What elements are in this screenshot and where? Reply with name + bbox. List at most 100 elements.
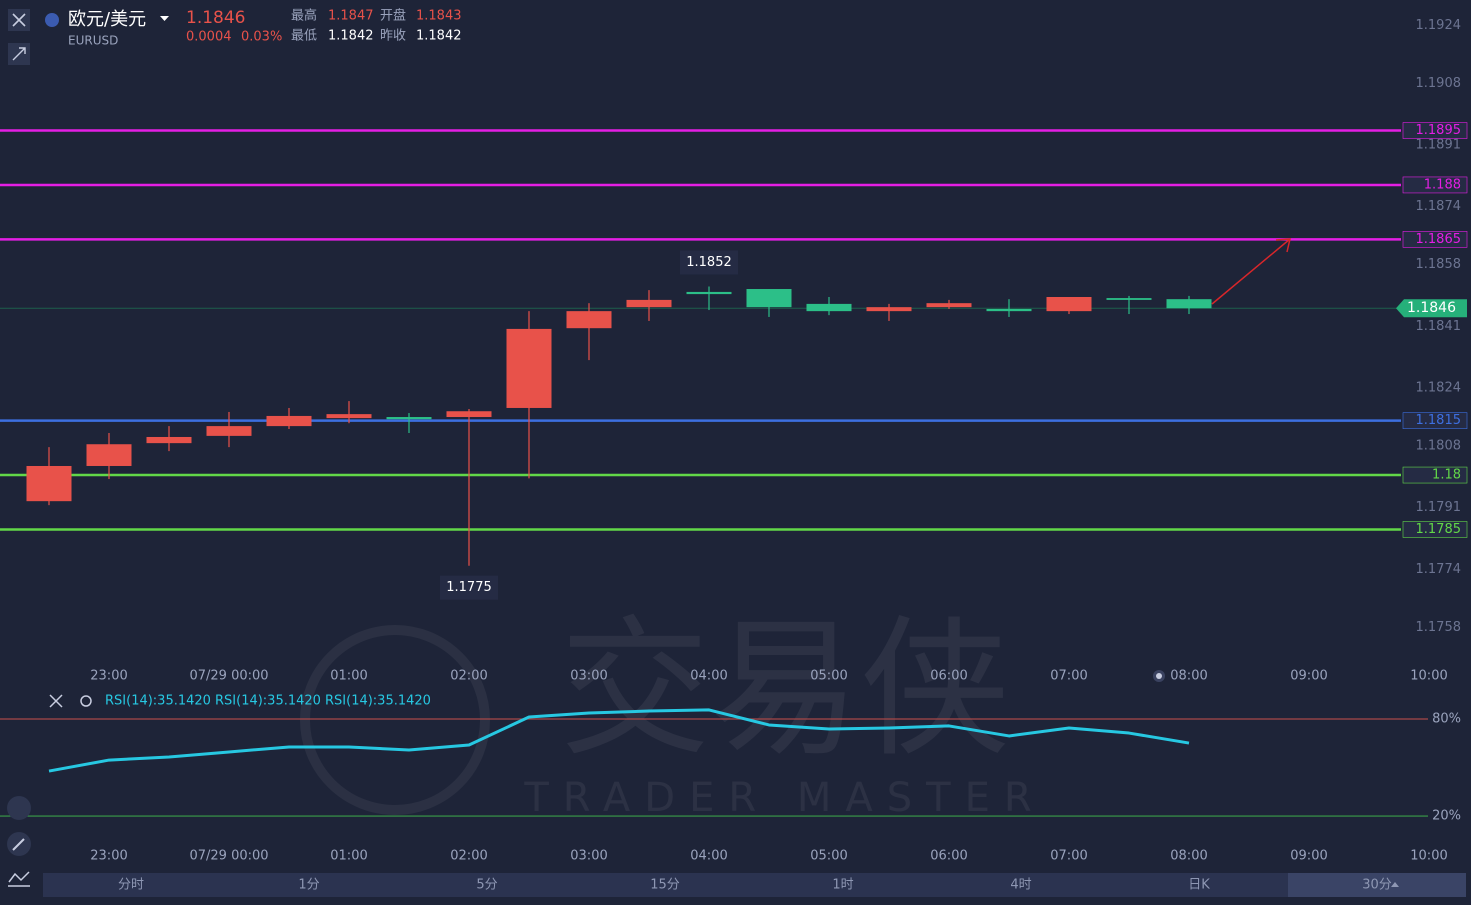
period-tab[interactable]: 1分 (298, 878, 319, 893)
low-label: 1.1775 (446, 580, 492, 595)
y-tick-label: 20% (1432, 809, 1461, 824)
candle-body (146, 436, 192, 444)
candle-body (1166, 299, 1212, 309)
x-tick-label: 07:00 (1050, 669, 1087, 684)
y-tick-label: 1.1874 (1416, 199, 1462, 214)
high-label-box (680, 250, 738, 275)
x-tick-label: 01:00 (330, 669, 367, 684)
stat-label: 昨收 (380, 29, 406, 44)
y-tick-label: 1.1758 (1416, 620, 1462, 635)
x-tick-label: 07/29 00:00 (189, 849, 268, 864)
time-marker-dot (1156, 673, 1162, 679)
stat-value: 1.1842 (416, 29, 462, 44)
x-tick-label: 03:00 (570, 669, 607, 684)
last-price-tag (1396, 299, 1467, 318)
y-tick-label: 1.1924 (1416, 18, 1462, 33)
trend-arrow (1211, 238, 1291, 305)
active-tab[interactable] (1288, 873, 1466, 897)
level-label: 1.1815 (1416, 413, 1462, 428)
tab-caret (1391, 882, 1399, 887)
level-label-box (1402, 466, 1468, 484)
candle-body (206, 426, 252, 436)
x-tick-label: 23:00 (90, 669, 127, 684)
price-change: 0.0004 (186, 30, 232, 45)
stat-label: 最低 (291, 29, 317, 44)
x-tick-label: 02:00 (450, 669, 487, 684)
watermark-logo (300, 625, 490, 815)
y-tick-label: 1.1774 (1416, 562, 1462, 577)
close-icon (12, 13, 26, 27)
candle-body (446, 411, 492, 418)
candle-body (566, 311, 612, 329)
candle-body (86, 444, 132, 466)
period-tab[interactable]: 5分 (476, 878, 497, 893)
shrink-icon (12, 47, 26, 61)
period-tab[interactable]: 4时 (1010, 878, 1031, 893)
x-tick-label: 06:00 (930, 669, 967, 684)
pencil-icon (12, 838, 25, 851)
indicator-label: RSI(14):35.1420 (105, 694, 211, 709)
watermark-cn: 交易侠 (560, 603, 1010, 777)
candle-body (266, 415, 312, 427)
period-tab[interactable]: 15分 (650, 878, 680, 893)
level-label: 1.1785 (1416, 522, 1462, 537)
tab-bar (43, 873, 1466, 897)
x-tick-label: 01:00 (330, 849, 367, 864)
period-tab[interactable]: 1时 (832, 878, 853, 893)
y-tick-label: 1.1891 (1416, 138, 1462, 153)
x-tick-label: 03:00 (570, 849, 607, 864)
candle-body (746, 289, 792, 308)
stat-label: 最高 (291, 8, 317, 24)
period-tab[interactable]: 30分 (1362, 878, 1392, 893)
level-label-box (1402, 412, 1468, 429)
x-tick-label: 07:00 (1050, 849, 1087, 864)
candle-body (326, 414, 372, 419)
level-label-box (1402, 231, 1468, 248)
candle-body (866, 307, 912, 312)
period-tab[interactable]: 分时 (118, 878, 144, 893)
y-tick-label: 1.1841 (1416, 319, 1462, 334)
watermark: 交易侠 TRADER MASTER (300, 603, 1045, 821)
stat-value: 1.1847 (328, 9, 374, 24)
candle-body (986, 308, 1032, 312)
candle-body (686, 291, 732, 295)
indicator-tool[interactable] (7, 796, 31, 820)
level-label: 1.188 (1424, 177, 1461, 192)
indicator-label: RSI(14):35.1420 (325, 694, 431, 709)
x-tick-label: 09:00 (1290, 669, 1327, 684)
candle-body (1106, 298, 1152, 300)
stat-value: 1.1842 (328, 29, 374, 44)
x-tick-label: 02:00 (450, 849, 487, 864)
candle-body (386, 417, 432, 420)
candle-body (506, 328, 552, 408)
price-change-pct: 0.03% (241, 30, 282, 45)
candle-body (806, 303, 852, 312)
stat-label: 开盘 (380, 8, 406, 24)
low-label-box (440, 575, 498, 600)
level-label-box (1402, 122, 1468, 139)
period-tab[interactable]: 日K (1188, 878, 1210, 893)
x-tick-label: 04:00 (690, 849, 727, 864)
x-tick-label: 05:00 (810, 669, 847, 684)
last-price-label: 1.1846 (1407, 300, 1456, 316)
level-label: 1.18 (1432, 468, 1461, 483)
rsi-close[interactable] (49, 694, 63, 708)
x-tick-label: 08:00 (1170, 849, 1207, 864)
x-tick-label: 05:00 (810, 849, 847, 864)
candle-body (926, 303, 972, 308)
stat-value: 1.1843 (416, 9, 462, 24)
watermark-en: TRADER MASTER (523, 775, 1045, 821)
dropdown-caret[interactable] (160, 16, 169, 21)
candle-body (1046, 297, 1092, 312)
last-price: 1.1846 (186, 8, 245, 28)
x-tick-label: 09:00 (1290, 849, 1327, 864)
level-label: 1.1895 (1416, 123, 1462, 138)
symbol-name[interactable]: 欧元/美元 (68, 9, 146, 30)
chart-tool[interactable] (8, 871, 30, 887)
y-tick-label: 1.1824 (1416, 381, 1462, 396)
rsi-settings[interactable] (80, 695, 92, 707)
y-tick-label: 1.1791 (1416, 500, 1462, 515)
indicator-label: RSI(14):35.1420 (215, 694, 321, 709)
